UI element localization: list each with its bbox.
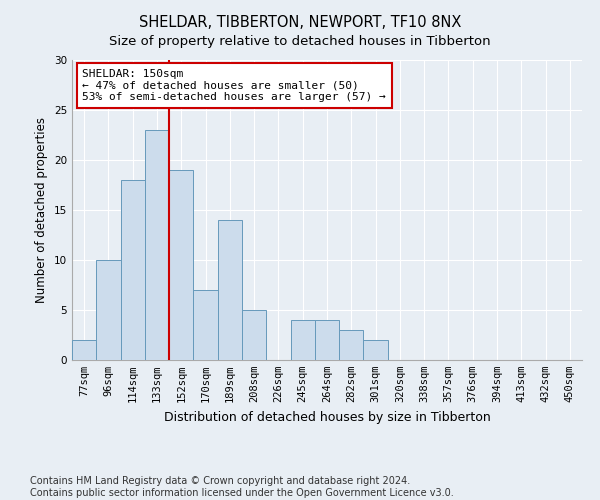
Bar [96,260,121,360]
Bar [364,340,388,360]
Y-axis label: Number of detached properties: Number of detached properties [35,117,49,303]
Bar [169,170,193,360]
Bar [121,180,145,360]
Bar [242,310,266,360]
Bar [290,320,315,360]
X-axis label: Distribution of detached houses by size in Tibberton: Distribution of detached houses by size … [164,410,490,424]
Bar [218,220,242,360]
Bar [72,340,96,360]
Bar [339,330,364,360]
Bar [315,320,339,360]
Bar [193,290,218,360]
Text: SHELDAR, TIBBERTON, NEWPORT, TF10 8NX: SHELDAR, TIBBERTON, NEWPORT, TF10 8NX [139,15,461,30]
Bar [145,130,169,360]
Text: SHELDAR: 150sqm
← 47% of detached houses are smaller (50)
53% of semi-detached h: SHELDAR: 150sqm ← 47% of detached houses… [82,69,386,102]
Text: Size of property relative to detached houses in Tibberton: Size of property relative to detached ho… [109,35,491,48]
Text: Contains HM Land Registry data © Crown copyright and database right 2024.
Contai: Contains HM Land Registry data © Crown c… [30,476,454,498]
